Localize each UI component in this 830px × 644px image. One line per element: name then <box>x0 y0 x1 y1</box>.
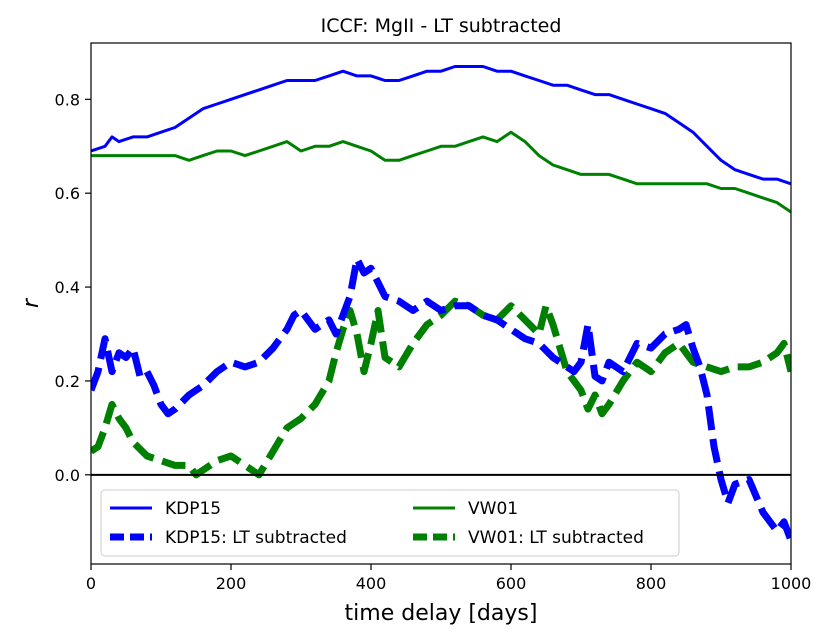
series-line-1 <box>91 65 791 186</box>
x-tick-label: 600 <box>496 574 527 593</box>
series-line-3 <box>91 130 791 214</box>
series-line-4 <box>91 297 791 479</box>
series-line-2 <box>91 255 791 542</box>
x-tick-label: 400 <box>356 574 387 593</box>
x-tick-label: 1000 <box>771 574 812 593</box>
legend-label: KDP15 <box>165 499 221 519</box>
y-tick-label: 0.6 <box>55 184 80 203</box>
x-tick-label: 200 <box>216 574 247 593</box>
legend-label: VW01 <box>468 499 518 519</box>
legend-label: VW01: LT subtracted <box>468 528 644 548</box>
chart-title: ICCF: MgII - LT subtracted <box>321 15 562 37</box>
y-axis-title: r <box>19 297 44 308</box>
y-axis-ticks: 0.0 0.2 0.4 0.6 0.8 <box>55 90 91 485</box>
y-tick-label: 0.8 <box>55 90 80 109</box>
y-tick-label: 0.2 <box>55 372 80 391</box>
legend: KDP15 KDP15: LT subtracted VW01 VW01: LT su… <box>100 489 680 557</box>
legend-box <box>100 489 680 557</box>
x-axis-title: time delay [days] <box>345 601 538 626</box>
y-tick-label: 0.0 <box>55 466 80 485</box>
x-tick-label: 0 <box>86 574 96 593</box>
series-layer <box>91 65 791 542</box>
plot-area-frame <box>90 42 792 565</box>
x-axis-ticks: 0 200 400 600 800 1000 <box>86 564 811 593</box>
x-tick-label: 800 <box>636 574 667 593</box>
y-tick-label: 0.4 <box>55 278 80 297</box>
legend-label: KDP15: LT subtracted <box>165 528 347 548</box>
